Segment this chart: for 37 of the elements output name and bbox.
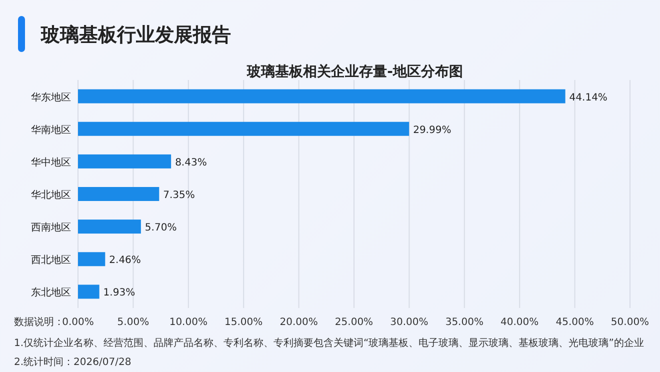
x-tick-label: 10.00% [169, 317, 208, 328]
y-tick-label: 华中地区 [31, 156, 71, 168]
bar [78, 122, 410, 136]
y-tick-label: 华东地区 [31, 91, 71, 104]
x-tick-label: 15.00% [224, 317, 263, 328]
data-label: 5.70% [144, 222, 177, 234]
y-tick-label: 西北地区 [31, 254, 71, 266]
data-label: 2.46% [109, 255, 141, 266]
x-tick-label: 0.00% [62, 317, 94, 328]
x-tick-label: 50.00% [610, 317, 650, 328]
data-label: 44.14% [569, 92, 608, 104]
bar [78, 154, 172, 168]
x-tick-label: 35.00% [445, 317, 484, 328]
bar [78, 89, 566, 104]
text: 1.仅统计企业名称、经营范围、品牌产品名称、专利名称、专利摘要包含关键词“玻璃基板、电子玻璃、显示玻璃、基板玻璃、光电玻璃”的企业 [14, 337, 644, 349]
y-tick-label: 西南地区 [31, 222, 71, 234]
chart-subtitle: 玻璃基板相关企业存量-地区分布图 [246, 63, 463, 80]
data-label: 7.35% [163, 190, 195, 201]
bar [78, 284, 100, 299]
data-label: 29.99% [413, 124, 452, 136]
bar [78, 220, 141, 234]
text: 2.统计时间：2026/07/28 [14, 356, 132, 368]
bar [78, 252, 106, 266]
bar [78, 187, 160, 201]
x-tick-label: 5.00% [117, 317, 150, 328]
x-tick-label: 30.00% [390, 317, 428, 328]
x-tick-label: 20.00% [280, 317, 318, 328]
x-tick-label: 45.00% [556, 317, 594, 328]
text: 数据说明： [14, 316, 64, 328]
x-tick-label: 40.00% [500, 317, 539, 328]
y-tick-label: 华北地区 [31, 189, 71, 201]
chart-title: 玻璃基板行业发展报告 [40, 24, 231, 46]
data-label: 1.93% [103, 288, 136, 299]
x-tick-label: 25.00% [334, 317, 374, 328]
data-label: 8.43% [175, 157, 207, 168]
y-tick-label: 东北地区 [31, 286, 71, 299]
y-tick-label: 华南地区 [31, 124, 71, 136]
